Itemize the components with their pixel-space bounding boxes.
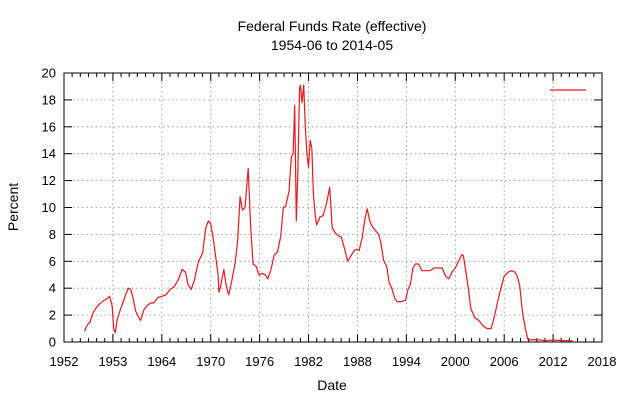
x-tick-label: 1952 [50,354,79,369]
chart-title: Federal Funds Rate (effective) [238,18,427,34]
x-tick-label: 1994 [392,354,421,369]
y-tick-label: 10 [42,200,56,215]
y-tick-label: 4 [49,281,56,296]
y-tick-label: 18 [42,92,56,107]
y-tick-label: 2 [49,308,56,323]
y-tick-labels: 0 2 4 6 8 10 12 14 16 18 20 [42,66,56,350]
x-tick-label: 1976 [245,354,274,369]
x-tick-label: 2000 [441,354,470,369]
y-tick-label: 12 [42,173,56,188]
y-tick-label: 8 [49,227,56,242]
y-tick-label: 0 [49,335,56,350]
y-tick-label: 6 [49,254,56,269]
series-line-federal-funds-rate [83,84,573,342]
x-tick-label: 1953 [98,354,127,369]
x-tick-label: 1970 [196,354,225,369]
ticks-layer [63,72,603,343]
x-tick-label: 1982 [294,354,323,369]
y-tick-label: 20 [42,66,56,81]
x-tick-label: 2012 [539,354,568,369]
x-axis-label: Date [317,377,347,393]
chart-subtitle: 1954-06 to 2014-05 [271,37,393,53]
y-tick-label: 16 [42,119,56,134]
x-tick-label: 2006 [490,354,519,369]
x-tick-label: 1964 [147,354,176,369]
x-tick-label: 2018 [588,354,617,369]
x-tick-label: 1988 [343,354,372,369]
x-tick-labels: 1952 1953 1964 1970 1976 1982 1988 1994 2000 2006… [50,354,617,369]
y-axis-label: Percent [5,183,21,231]
y-tick-label: 14 [42,146,56,161]
